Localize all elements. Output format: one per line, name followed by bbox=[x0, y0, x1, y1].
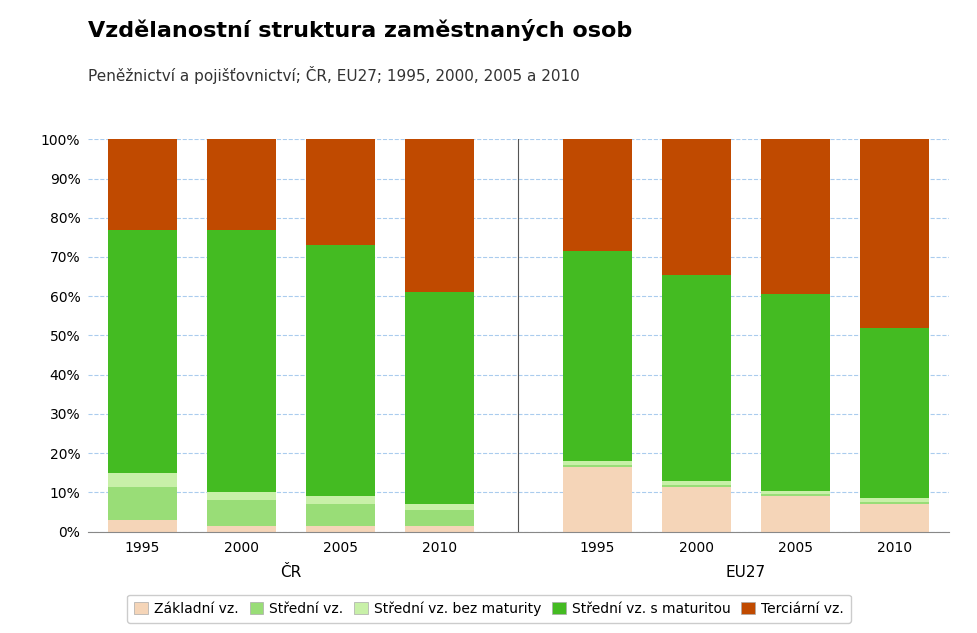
Bar bbox=[107, 230, 177, 473]
Bar bbox=[107, 139, 177, 230]
Bar bbox=[661, 485, 730, 487]
Bar bbox=[760, 496, 829, 532]
Bar bbox=[306, 245, 374, 496]
Bar bbox=[404, 510, 473, 526]
Text: Vzdělanostní struktura zaměstnaných osob: Vzdělanostní struktura zaměstnaných osob bbox=[88, 19, 631, 41]
Bar bbox=[206, 500, 276, 526]
Bar bbox=[760, 491, 829, 494]
Bar bbox=[859, 505, 928, 532]
Bar bbox=[859, 139, 928, 328]
Bar bbox=[859, 328, 928, 498]
Bar bbox=[404, 505, 473, 510]
Bar bbox=[760, 494, 829, 496]
Bar bbox=[563, 139, 631, 251]
Bar bbox=[661, 487, 730, 532]
Bar bbox=[306, 505, 374, 526]
Bar bbox=[404, 139, 473, 292]
Bar bbox=[760, 139, 829, 294]
Bar bbox=[859, 498, 928, 503]
Bar bbox=[859, 503, 928, 505]
Bar bbox=[563, 461, 631, 465]
Bar bbox=[306, 496, 374, 505]
Bar bbox=[563, 251, 631, 461]
Legend: Základní vz., Střední vz., Střední vz. bez maturity, Střední vz. s maturitou, Te: Základní vz., Střední vz., Střední vz. b… bbox=[127, 594, 850, 623]
Bar bbox=[404, 526, 473, 532]
Text: ČR: ČR bbox=[279, 565, 301, 580]
Bar bbox=[563, 467, 631, 532]
Bar bbox=[206, 492, 276, 500]
Bar bbox=[107, 487, 177, 520]
Bar bbox=[404, 292, 473, 505]
Bar bbox=[661, 275, 730, 480]
Bar bbox=[760, 294, 829, 491]
Bar bbox=[206, 230, 276, 492]
Bar bbox=[107, 473, 177, 487]
Bar bbox=[306, 139, 374, 245]
Bar bbox=[206, 139, 276, 230]
Bar bbox=[661, 480, 730, 485]
Bar bbox=[563, 465, 631, 467]
Bar bbox=[661, 139, 730, 275]
Text: EU27: EU27 bbox=[725, 565, 765, 580]
Bar bbox=[306, 526, 374, 532]
Bar bbox=[107, 520, 177, 532]
Text: Peněžnictví a pojišťovnictví; ČR, EU27; 1995, 2000, 2005 a 2010: Peněžnictví a pojišťovnictví; ČR, EU27; … bbox=[88, 66, 579, 84]
Bar bbox=[206, 526, 276, 532]
